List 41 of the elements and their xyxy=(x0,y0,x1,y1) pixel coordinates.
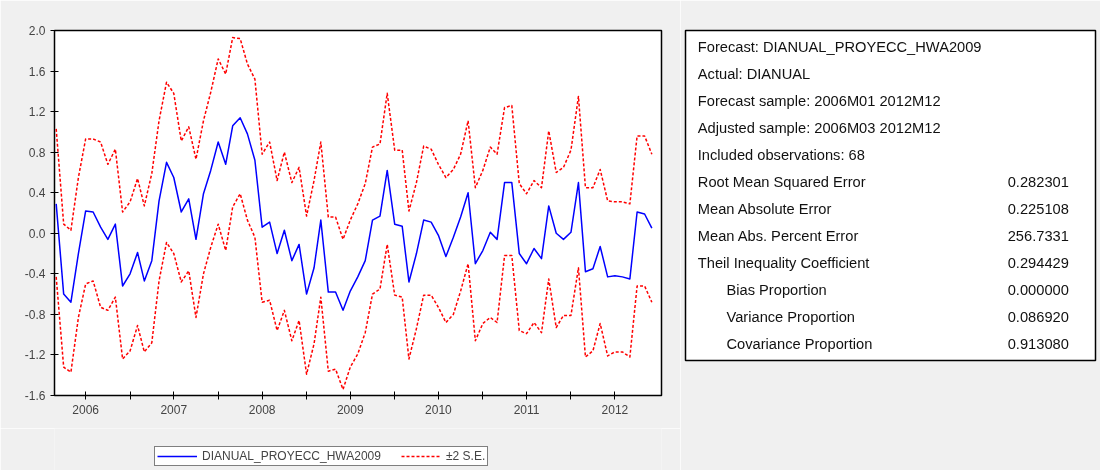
category-label: Theil Inequality Coefficient xyxy=(697,255,870,272)
x-tick-label: 2006 xyxy=(72,402,100,417)
y-tick-label: -1.6 xyxy=(24,389,46,403)
legend-label: DIANUAL_PROYECC_HWA2009 xyxy=(202,449,381,463)
legend-label: ±2 S.E. xyxy=(445,449,486,463)
y-tick-label: -0.8 xyxy=(24,307,46,322)
line-series xyxy=(55,36,653,241)
category-label: Bias Proportion xyxy=(726,282,827,299)
text: 0.294429 xyxy=(1007,255,1069,272)
text: 0.000000 xyxy=(1007,282,1069,299)
y-tick-label: 2.0 xyxy=(28,24,46,38)
text: 256.7331 xyxy=(1007,228,1069,245)
category-label: Covariance Proportion xyxy=(726,336,873,353)
x-tick-label: 2009 xyxy=(336,402,364,417)
x-tick-label: 2011 xyxy=(513,402,540,417)
x-tick-label: 2007 xyxy=(160,402,188,417)
text: Actual: DIANUAL xyxy=(697,65,811,82)
text: Included observations: 68 xyxy=(697,146,865,163)
x-tick-label: 2010 xyxy=(425,402,453,417)
y-tick-label: 0.4 xyxy=(28,186,46,201)
y-tick-label: 0.0 xyxy=(28,226,46,241)
category-label: Mean Abs. Percent Error xyxy=(697,228,859,245)
y-tick-label: 1.2 xyxy=(28,105,46,120)
line-series xyxy=(55,116,653,312)
text: Adjusted sample: 2006M03 2012M12 xyxy=(697,119,941,136)
line-series xyxy=(55,192,653,391)
text: 0.913080 xyxy=(1007,336,1069,353)
text: 0.225108 xyxy=(1007,201,1069,218)
text: 0.086920 xyxy=(1007,309,1069,326)
x-tick-label: 2012 xyxy=(601,402,629,417)
y-tick-label: -1.2 xyxy=(24,348,46,363)
y-tick-label: 1.6 xyxy=(28,64,46,79)
y-tick-label: 0.8 xyxy=(28,145,46,160)
text: Forecast: DIANUAL_PROYECC_HWA2009 xyxy=(697,38,982,55)
category-label: Root Mean Squared Error xyxy=(697,173,866,190)
category-label: Variance Proportion xyxy=(726,309,855,326)
category-label: Mean Absolute Error xyxy=(697,201,832,218)
text: Forecast sample: 2006M01 2012M12 xyxy=(697,92,941,109)
text: 0.282301 xyxy=(1007,173,1069,190)
x-tick-label: 2008 xyxy=(248,402,276,417)
y-tick-label: -0.4 xyxy=(24,267,46,282)
